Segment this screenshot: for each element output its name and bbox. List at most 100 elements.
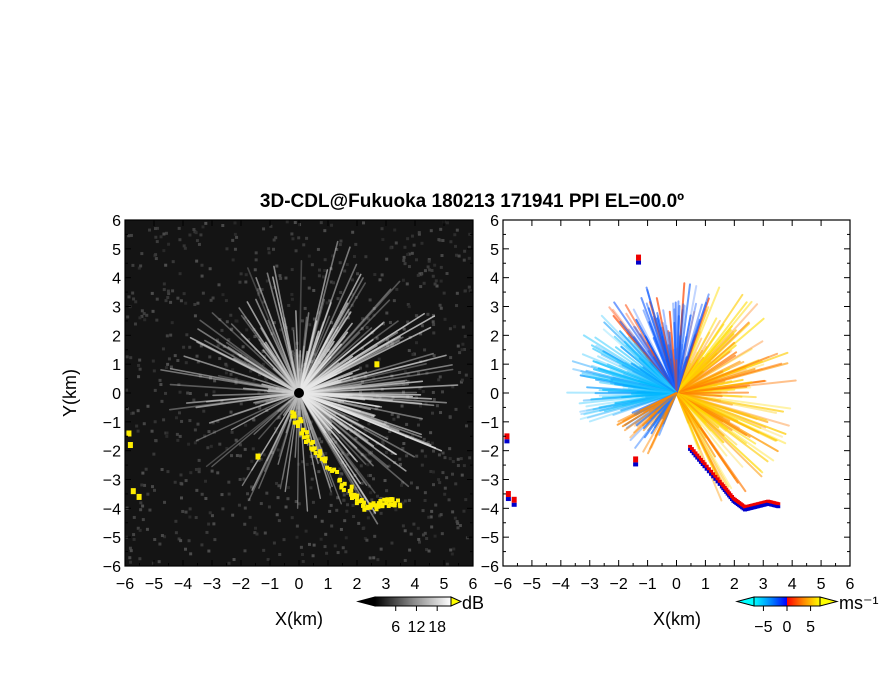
snr-noise-cell bbox=[368, 556, 372, 560]
snr-noise-cell bbox=[244, 280, 248, 284]
snr-noise-cell bbox=[221, 293, 225, 297]
snr-noise-cell bbox=[329, 267, 333, 271]
snr-noise-cell bbox=[407, 265, 411, 269]
snr-high-echo-cell bbox=[318, 449, 323, 454]
snr-noise-cell bbox=[211, 421, 215, 425]
snr-noise-cell bbox=[197, 458, 201, 462]
velocity-y-tick-label: −4 bbox=[481, 501, 499, 518]
snr-colorbar: 6 12 18 dB bbox=[356, 593, 484, 636]
snr-echo-ray bbox=[230, 323, 300, 394]
snr-noise-cell bbox=[128, 546, 132, 550]
snr-noise-cell bbox=[438, 481, 442, 485]
snr-echo-ray bbox=[298, 316, 308, 394]
snr-noise-cell bbox=[401, 278, 405, 282]
snr-noise-cell bbox=[241, 345, 245, 349]
snr-noise-cell bbox=[211, 296, 215, 300]
snr-noise-cell bbox=[246, 467, 250, 471]
snr-noise-cell bbox=[290, 297, 294, 301]
velocity-edge-cell-positive bbox=[709, 469, 714, 473]
snr-noise-cell bbox=[467, 256, 471, 260]
velocity-ray-mixed bbox=[646, 289, 678, 394]
velocity-edge-cell-positive bbox=[688, 444, 693, 448]
snr-noise-cell bbox=[290, 516, 294, 520]
snr-high-echo-cell bbox=[309, 441, 314, 446]
snr-echo-ray bbox=[211, 392, 300, 468]
velocity-edge-cell-positive bbox=[691, 449, 696, 453]
snr-noise-cell bbox=[220, 493, 224, 497]
snr-noise-cell bbox=[252, 378, 256, 382]
snr-noise-cell bbox=[193, 441, 197, 445]
snr-high-echo-band bbox=[126, 361, 403, 512]
snr-noise-cell bbox=[340, 451, 344, 455]
snr-echo-ray bbox=[298, 392, 362, 484]
snr-noise-cell bbox=[216, 471, 220, 475]
snr-noise-cell bbox=[345, 263, 349, 267]
snr-noise-cell bbox=[456, 526, 460, 530]
snr-high-echo-cell bbox=[332, 467, 337, 472]
snr-noise-cell bbox=[372, 313, 376, 317]
snr-noise-cell bbox=[160, 399, 164, 403]
snr-noise-cell bbox=[420, 241, 424, 245]
snr-noise-cell bbox=[379, 496, 383, 500]
snr-noise-cell bbox=[372, 511, 376, 515]
snr-high-echo-cell bbox=[362, 507, 367, 512]
snr-noise-cell bbox=[426, 312, 430, 316]
snr-noise-cell bbox=[452, 547, 456, 551]
snr-noise-cell bbox=[462, 509, 466, 513]
snr-echo-ray bbox=[240, 333, 300, 394]
velocity-ray-positive bbox=[675, 392, 777, 442]
velocity-x-tick-label: 3 bbox=[759, 576, 768, 593]
snr-noise-cell bbox=[463, 347, 467, 351]
snr-high-echo-cell bbox=[126, 430, 132, 437]
snr-noise-cell bbox=[437, 453, 441, 457]
snr-noise-cell bbox=[401, 390, 405, 394]
snr-noise-cell bbox=[162, 232, 166, 236]
snr-noise-cell bbox=[372, 556, 376, 560]
snr-high-echo-cell bbox=[301, 427, 306, 432]
snr-noise-cell bbox=[189, 471, 193, 475]
snr-noise-cell bbox=[429, 515, 433, 519]
snr-echo-ray bbox=[293, 354, 300, 394]
snr-noise-cell bbox=[140, 252, 144, 256]
snr-noise-cell bbox=[163, 500, 167, 504]
snr-x-tick-label: 3 bbox=[382, 576, 391, 593]
snr-noise-cell bbox=[394, 508, 398, 512]
snr-noise-cell bbox=[264, 389, 268, 393]
snr-noise-cell bbox=[307, 254, 311, 258]
snr-noise-cell bbox=[196, 422, 200, 426]
snr-noise-cell bbox=[293, 221, 297, 225]
snr-noise-cell bbox=[179, 496, 183, 500]
snr-noise-cell bbox=[252, 418, 256, 422]
snr-noise-cell bbox=[302, 276, 306, 280]
snr-noise-cell bbox=[364, 255, 368, 259]
velocity-ray-negative bbox=[621, 392, 678, 399]
snr-noise-cell bbox=[317, 470, 321, 474]
snr-noise-cell bbox=[335, 247, 339, 251]
snr-high-echo-cell bbox=[300, 431, 305, 436]
snr-echo-ray bbox=[298, 392, 372, 463]
velocity-edge-cell-positive bbox=[695, 453, 700, 457]
snr-noise-cell bbox=[339, 239, 343, 243]
snr-echo-ray bbox=[298, 392, 376, 417]
velocity-rays bbox=[566, 282, 797, 502]
snr-echo-ray bbox=[216, 341, 300, 394]
snr-noise-cell bbox=[434, 279, 438, 283]
snr-noise-cell bbox=[351, 230, 355, 234]
snr-noise-cell bbox=[165, 334, 169, 338]
snr-noise-cell bbox=[426, 440, 430, 444]
snr-noise-cell bbox=[363, 453, 367, 457]
snr-noise-cell bbox=[213, 379, 217, 383]
snr-noise-cell bbox=[406, 320, 410, 324]
snr-noise-cell bbox=[274, 236, 278, 240]
snr-noise-cell bbox=[196, 438, 200, 442]
velocity-edge-cell-positive bbox=[711, 472, 716, 476]
velocity-ray-positive bbox=[675, 384, 751, 394]
snr-noise-cell bbox=[174, 531, 178, 535]
snr-noise-cell bbox=[207, 522, 211, 526]
snr-echo-ray bbox=[253, 392, 300, 435]
velocity-edge-cell-negative bbox=[704, 467, 709, 471]
snr-noise-cell bbox=[135, 424, 139, 428]
snr-noise-cell bbox=[427, 515, 431, 519]
snr-noise-cell bbox=[286, 486, 290, 490]
snr-noise-cell bbox=[195, 259, 199, 263]
